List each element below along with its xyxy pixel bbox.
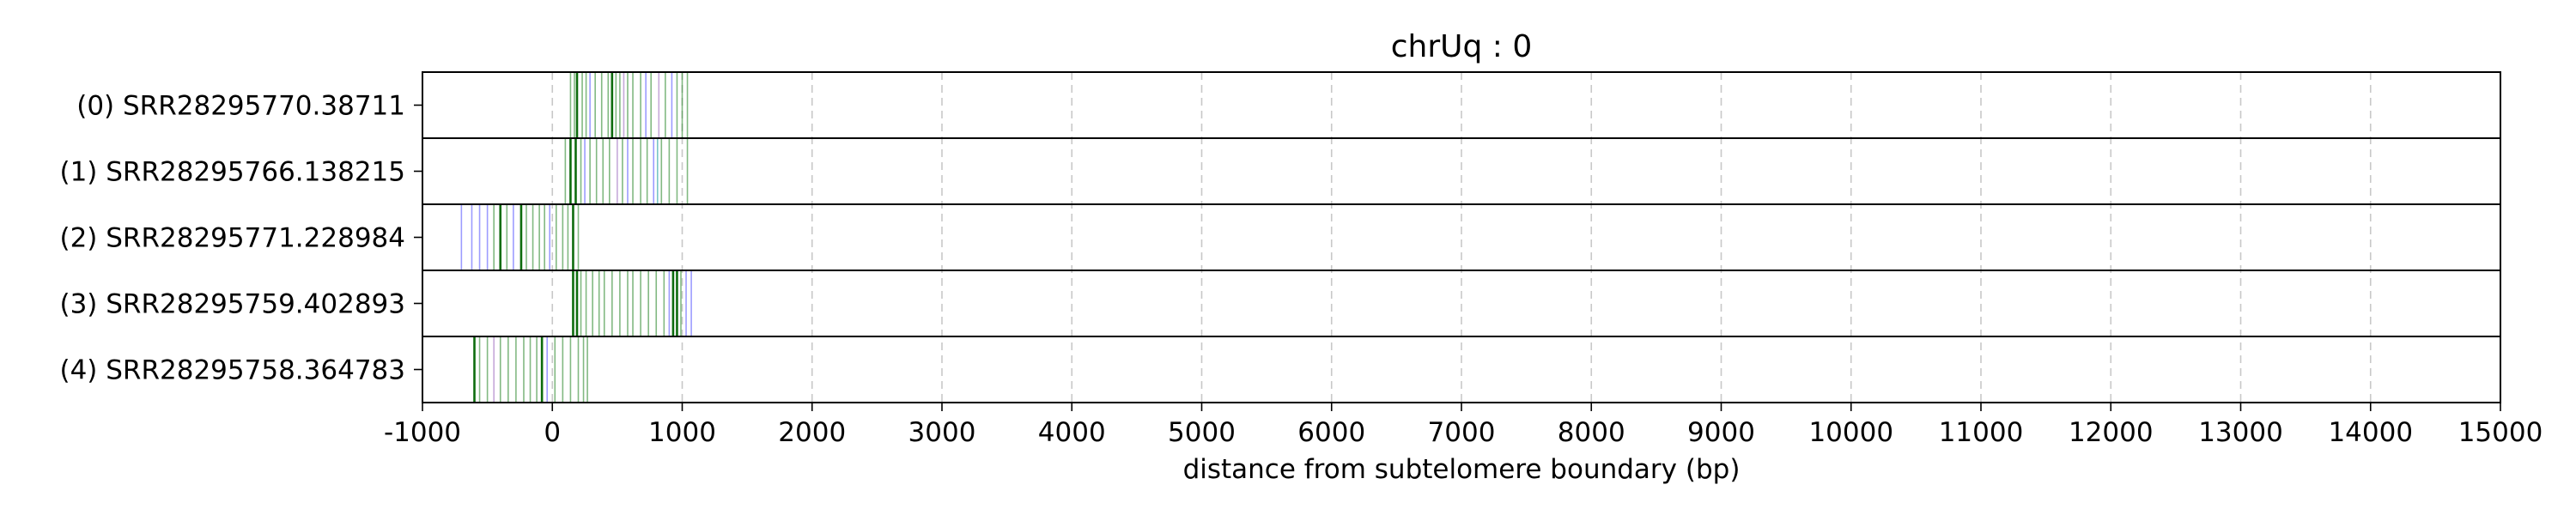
event-marks <box>460 72 692 403</box>
row-label: (3) SRR28295759.402893 <box>59 289 405 320</box>
chart-title: chrUq : 0 <box>1391 29 1533 64</box>
x-tick-label: 3000 <box>908 417 976 448</box>
x-tick-label: 14000 <box>2328 417 2413 448</box>
x-tick-label: 9000 <box>1687 417 1755 448</box>
row-label: (0) SRR28295770.38711 <box>76 91 405 122</box>
x-tick-label: -1000 <box>384 417 461 448</box>
x-tick-label: 5000 <box>1168 417 1236 448</box>
row-label: (2) SRR28295771.228984 <box>59 223 405 254</box>
x-axis: -1000 0 1000 2000 3000 4000 5000 6000 7000 8000 90… <box>384 403 2543 448</box>
row-label: (4) SRR28295758.364783 <box>59 355 405 386</box>
x-axis-label: distance from subtelomere boundary (bp) <box>1183 454 1741 485</box>
x-tick-label: 12000 <box>2069 417 2154 448</box>
x-tick-label: 2000 <box>778 417 846 448</box>
x-tick-label: 8000 <box>1558 417 1625 448</box>
row-label: (1) SRR28295766.138215 <box>59 157 405 188</box>
x-tick-label: 15000 <box>2458 417 2543 448</box>
x-tick-label: 11000 <box>1939 417 2024 448</box>
x-tick-label: 4000 <box>1038 417 1106 448</box>
x-tick-label: 6000 <box>1297 417 1365 448</box>
x-tick-label: 0 <box>544 417 561 448</box>
x-tick-label: 10000 <box>1808 417 1893 448</box>
grid-lines <box>422 72 2501 403</box>
read-rows: (0) SRR28295770.38711 (1) SRR28295766.138… <box>59 71 2501 403</box>
x-tick-label: 1000 <box>648 417 716 448</box>
x-tick-label: 7000 <box>1428 417 1496 448</box>
x-tick-label: 13000 <box>2198 417 2283 448</box>
